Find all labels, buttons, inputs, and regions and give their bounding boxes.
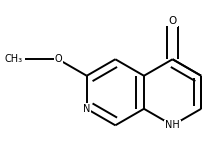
- Text: N: N: [83, 104, 91, 114]
- Text: NH: NH: [165, 120, 180, 130]
- Text: CH₃: CH₃: [5, 54, 23, 64]
- Text: O: O: [54, 54, 62, 64]
- Text: O: O: [168, 16, 177, 26]
